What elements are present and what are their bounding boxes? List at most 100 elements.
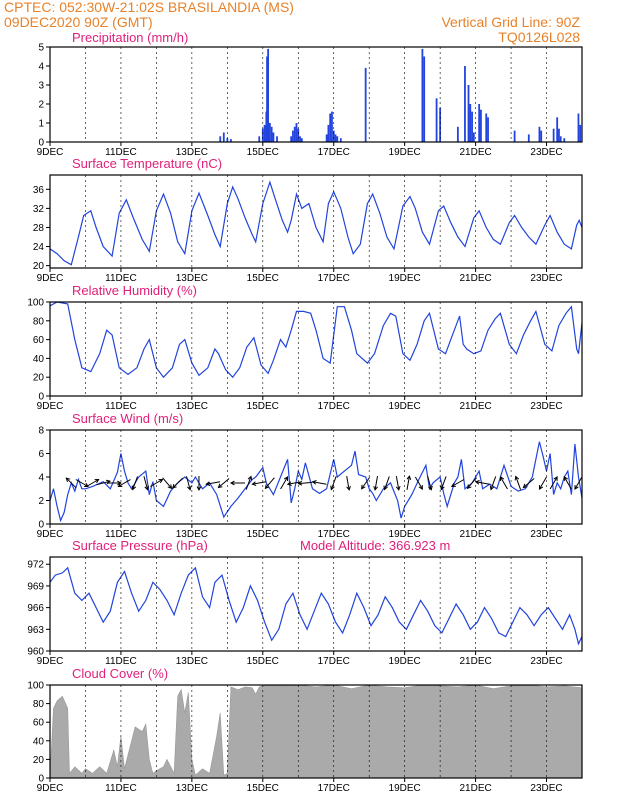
wind-arrow-32	[440, 476, 447, 490]
wind-arrowhead-15	[229, 480, 235, 486]
precip-bar-53	[577, 113, 580, 142]
wind-ylabel-0: 0	[38, 520, 44, 531]
rh-xlabel-4: 17DEC	[318, 401, 350, 412]
pres-ylabel-2: 966	[27, 603, 44, 614]
precip-bar-13	[276, 136, 278, 142]
wind-arrowhead-21	[297, 480, 303, 486]
precip-bar-5	[261, 128, 264, 142]
precip-bar-17	[295, 123, 298, 142]
temp-xlabel-0: 9DEC	[37, 273, 64, 284]
wind-arrow-35	[475, 481, 490, 485]
wind-arrow-1	[75, 479, 89, 487]
precip-bar-30	[421, 48, 424, 142]
precip-bar-21	[325, 134, 328, 142]
temp-xlabel-2: 13DEC	[176, 273, 208, 284]
cloud-xlabel-3: 15DEC	[247, 783, 279, 794]
wind-arrow-11	[186, 476, 191, 490]
wind-arrowhead-23	[330, 485, 335, 491]
wind-arrowhead-43	[574, 485, 579, 490]
rh-xlabel-3: 15DEC	[247, 401, 279, 412]
precip-bar-44	[513, 130, 516, 142]
temp-xlabel-4: 17DEC	[318, 273, 350, 284]
wind-arrowhead-41	[553, 476, 558, 481]
wind-arrow-20	[287, 481, 302, 485]
wind-arrowhead-38	[514, 475, 520, 481]
wind-arrow-39	[523, 478, 535, 488]
wind-arrow-31	[427, 476, 432, 490]
cloud-xlabel-7: 23DEC	[530, 783, 562, 794]
wind-ylabel-2: 4	[38, 473, 44, 484]
wind-arrowhead-20	[286, 481, 292, 486]
wind-arrowhead-2	[94, 478, 100, 484]
wind-arrow-5	[118, 479, 131, 487]
rh-line	[49, 301, 583, 379]
precip-ylabel-4: 4	[38, 62, 44, 73]
precip-bar-54	[579, 124, 582, 142]
cloud-xlabel-6: 21DEC	[459, 783, 491, 794]
wind-arrow-30	[414, 476, 423, 490]
wind-arrowhead-7	[144, 485, 150, 491]
wind-arrow-28	[395, 476, 400, 490]
wind-xlabel-3: 15DEC	[247, 529, 279, 540]
precip-xlabel-5: 19DEC	[389, 147, 421, 158]
wind-arrow-37	[500, 476, 508, 490]
temp-xlabel-7: 23DEC	[530, 273, 562, 284]
precip-bar-29	[364, 67, 367, 142]
wind-arrowhead-28	[395, 485, 401, 491]
precip-title: Precipitation (mm/h)	[72, 30, 188, 45]
precip-bar-47	[540, 130, 543, 142]
wind-arrow-38	[515, 476, 522, 490]
wind-arrowhead-31	[428, 485, 433, 491]
precip-bar-40	[478, 104, 481, 142]
rh-xlabel-2: 13DEC	[176, 401, 208, 412]
pres-xlabel-3: 15DEC	[247, 656, 279, 667]
wind-arrowhead-14	[217, 483, 223, 489]
wind-arrow-17	[252, 481, 267, 485]
rh-ylabel-3: 60	[33, 335, 45, 346]
precip-bar-15	[292, 130, 294, 142]
wind-arrow-41	[549, 476, 558, 490]
wind-ylabel-1: 2	[38, 496, 44, 507]
precip-bar-39	[472, 132, 475, 142]
rh-ylabel-5: 100	[27, 298, 44, 309]
pres-title: Surface Pressure (hPa)	[72, 538, 208, 553]
pres-ylabel-3: 969	[27, 581, 44, 592]
wind-xlabel-6: 21DEC	[459, 529, 491, 540]
precip-bar-37	[469, 104, 472, 142]
pres-frame	[49, 556, 583, 652]
wind-arrow-16	[245, 476, 252, 490]
precip-ylabel-5: 5	[38, 43, 44, 54]
wind-arrowhead-0	[65, 477, 71, 483]
pres-xlabel-4: 17DEC	[318, 656, 350, 667]
wind-ylabel-3: 6	[38, 449, 44, 460]
wind-arrowhead-27	[383, 485, 388, 491]
pres-ylabel-0: 960	[27, 647, 44, 658]
rh-xlabel-7: 23DEC	[530, 401, 562, 412]
precip-bar-19	[299, 136, 301, 142]
wind-arrow-2	[86, 479, 99, 487]
precip-bar-1	[222, 132, 225, 142]
wind-arrowhead-40	[538, 485, 544, 490]
rh-ylabel-1: 20	[33, 373, 45, 384]
wind-arrow-6	[132, 476, 138, 490]
wind-arrow-3	[96, 480, 111, 486]
header-date: 09DEC2020 90Z (GMT)	[4, 14, 153, 30]
precip-bar-32	[435, 98, 438, 142]
panel-pressure: Surface Pressure (hPa) Model Altitude: 3…	[27, 538, 583, 667]
wind-arrowhead-34	[466, 484, 472, 490]
wind-arrow-27	[384, 476, 390, 490]
wind-plot: 0 2 4 6 8 9DEC 11DEC 13DEC 15DEC 17DEC 19DEC 21DEC 2…	[37, 426, 583, 540]
cloud-xlabel-1: 11DEC	[105, 783, 137, 794]
wind-background	[50, 430, 582, 524]
precip-xlabel-4: 17DEC	[318, 147, 350, 158]
precip-bar-43	[487, 117, 489, 142]
precip-ylabel-0: 0	[38, 138, 44, 149]
wind-arrowhead-16	[247, 475, 253, 481]
header-model: TQ0126L028	[498, 29, 580, 45]
wind-arrow-13	[206, 481, 221, 485]
temp-ylabel-4: 36	[33, 185, 45, 196]
precip-bar-0	[219, 136, 222, 142]
rh-background	[50, 302, 582, 396]
temp-xlabel-6: 21DEC	[459, 273, 491, 284]
